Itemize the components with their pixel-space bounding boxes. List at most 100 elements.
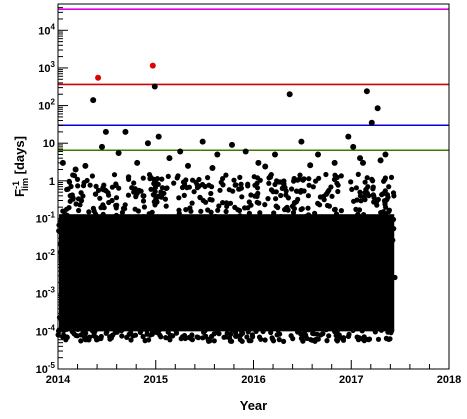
band-point (236, 236, 242, 242)
band-point (359, 269, 365, 275)
band-point (293, 236, 299, 242)
data-point (357, 155, 364, 162)
band-point (300, 331, 306, 337)
band-point (172, 231, 178, 238)
band-point (99, 225, 105, 232)
band-point (104, 329, 110, 335)
band-point (361, 338, 367, 344)
band-point (200, 270, 206, 276)
band-point (114, 284, 120, 290)
band-point (183, 207, 189, 213)
band-point (147, 223, 154, 230)
band-point (56, 228, 62, 234)
band-point (359, 229, 365, 236)
band-point (299, 305, 305, 311)
band-point (305, 212, 312, 218)
tick-labels: 2014 2015 2016 2017 2018 10-5 10-4 10-3 10-2 10-1… (36, 22, 462, 386)
band-point (143, 283, 149, 290)
band-point (323, 171, 329, 178)
band-point (207, 338, 213, 344)
band-point (119, 333, 125, 339)
band-point (264, 315, 270, 321)
band-point (313, 317, 320, 323)
band-point (204, 309, 210, 315)
band-point (131, 245, 137, 251)
band-point (379, 223, 385, 229)
band-point (106, 199, 112, 206)
band-point (268, 329, 274, 336)
band-point (282, 232, 288, 238)
band-point (134, 269, 140, 275)
band-point (128, 330, 134, 336)
band-point (161, 190, 167, 196)
band-point (251, 258, 257, 264)
band-point (306, 176, 312, 182)
band-point (245, 231, 251, 237)
band-point (66, 178, 72, 184)
band-point (300, 281, 306, 287)
data-point (122, 128, 129, 135)
band-point (359, 328, 365, 334)
band-point (220, 200, 226, 206)
band-point (65, 225, 71, 231)
band-point (107, 219, 113, 225)
band-point (166, 222, 172, 228)
band-point (373, 295, 379, 301)
band-point (213, 244, 219, 250)
y-tick-label: 1 (49, 176, 55, 188)
band-point (370, 186, 376, 192)
band-point (76, 248, 82, 254)
band-point (332, 206, 338, 212)
band-point (258, 229, 264, 235)
band-point (92, 242, 98, 248)
band-point (374, 202, 380, 208)
band-point (99, 280, 105, 286)
band-point (372, 329, 378, 335)
band-point (159, 271, 165, 277)
band-point (332, 218, 338, 224)
band-point (238, 185, 244, 191)
band-point (339, 229, 345, 236)
band-point (378, 327, 384, 333)
band-point (340, 264, 346, 270)
band-point (175, 241, 181, 247)
band-point (71, 276, 78, 282)
band-point (333, 229, 339, 235)
band-point (139, 300, 145, 306)
band-point (125, 192, 132, 198)
band-point (343, 238, 349, 244)
x-tick-label: 2017 (339, 374, 363, 386)
band-point (258, 245, 264, 251)
band-point (291, 259, 297, 265)
band-point (241, 293, 248, 299)
band-point (230, 308, 236, 314)
band-point (248, 268, 254, 274)
band-point (327, 227, 333, 233)
band-point (118, 218, 124, 224)
band-point (280, 288, 286, 294)
band-point (290, 336, 296, 342)
band-point (164, 304, 170, 310)
threshold-lines (58, 8, 449, 152)
band-point (355, 334, 361, 340)
band-point (324, 202, 331, 209)
band-point (217, 187, 223, 193)
band-point (283, 221, 289, 227)
band-point (152, 222, 158, 228)
band-point (195, 255, 201, 261)
band-point (140, 198, 147, 204)
band-point (274, 244, 280, 250)
band-point (210, 296, 216, 303)
band-point (304, 246, 310, 252)
band-point (326, 214, 332, 220)
band-point (66, 205, 72, 211)
band-point (234, 326, 240, 333)
band-point (208, 190, 214, 197)
band-point (104, 233, 110, 239)
axis-ticks (57, 7, 450, 370)
band-point (283, 188, 289, 194)
band-point (176, 211, 182, 217)
band-point (152, 184, 158, 191)
band-point (251, 242, 257, 248)
band-point (92, 224, 98, 230)
